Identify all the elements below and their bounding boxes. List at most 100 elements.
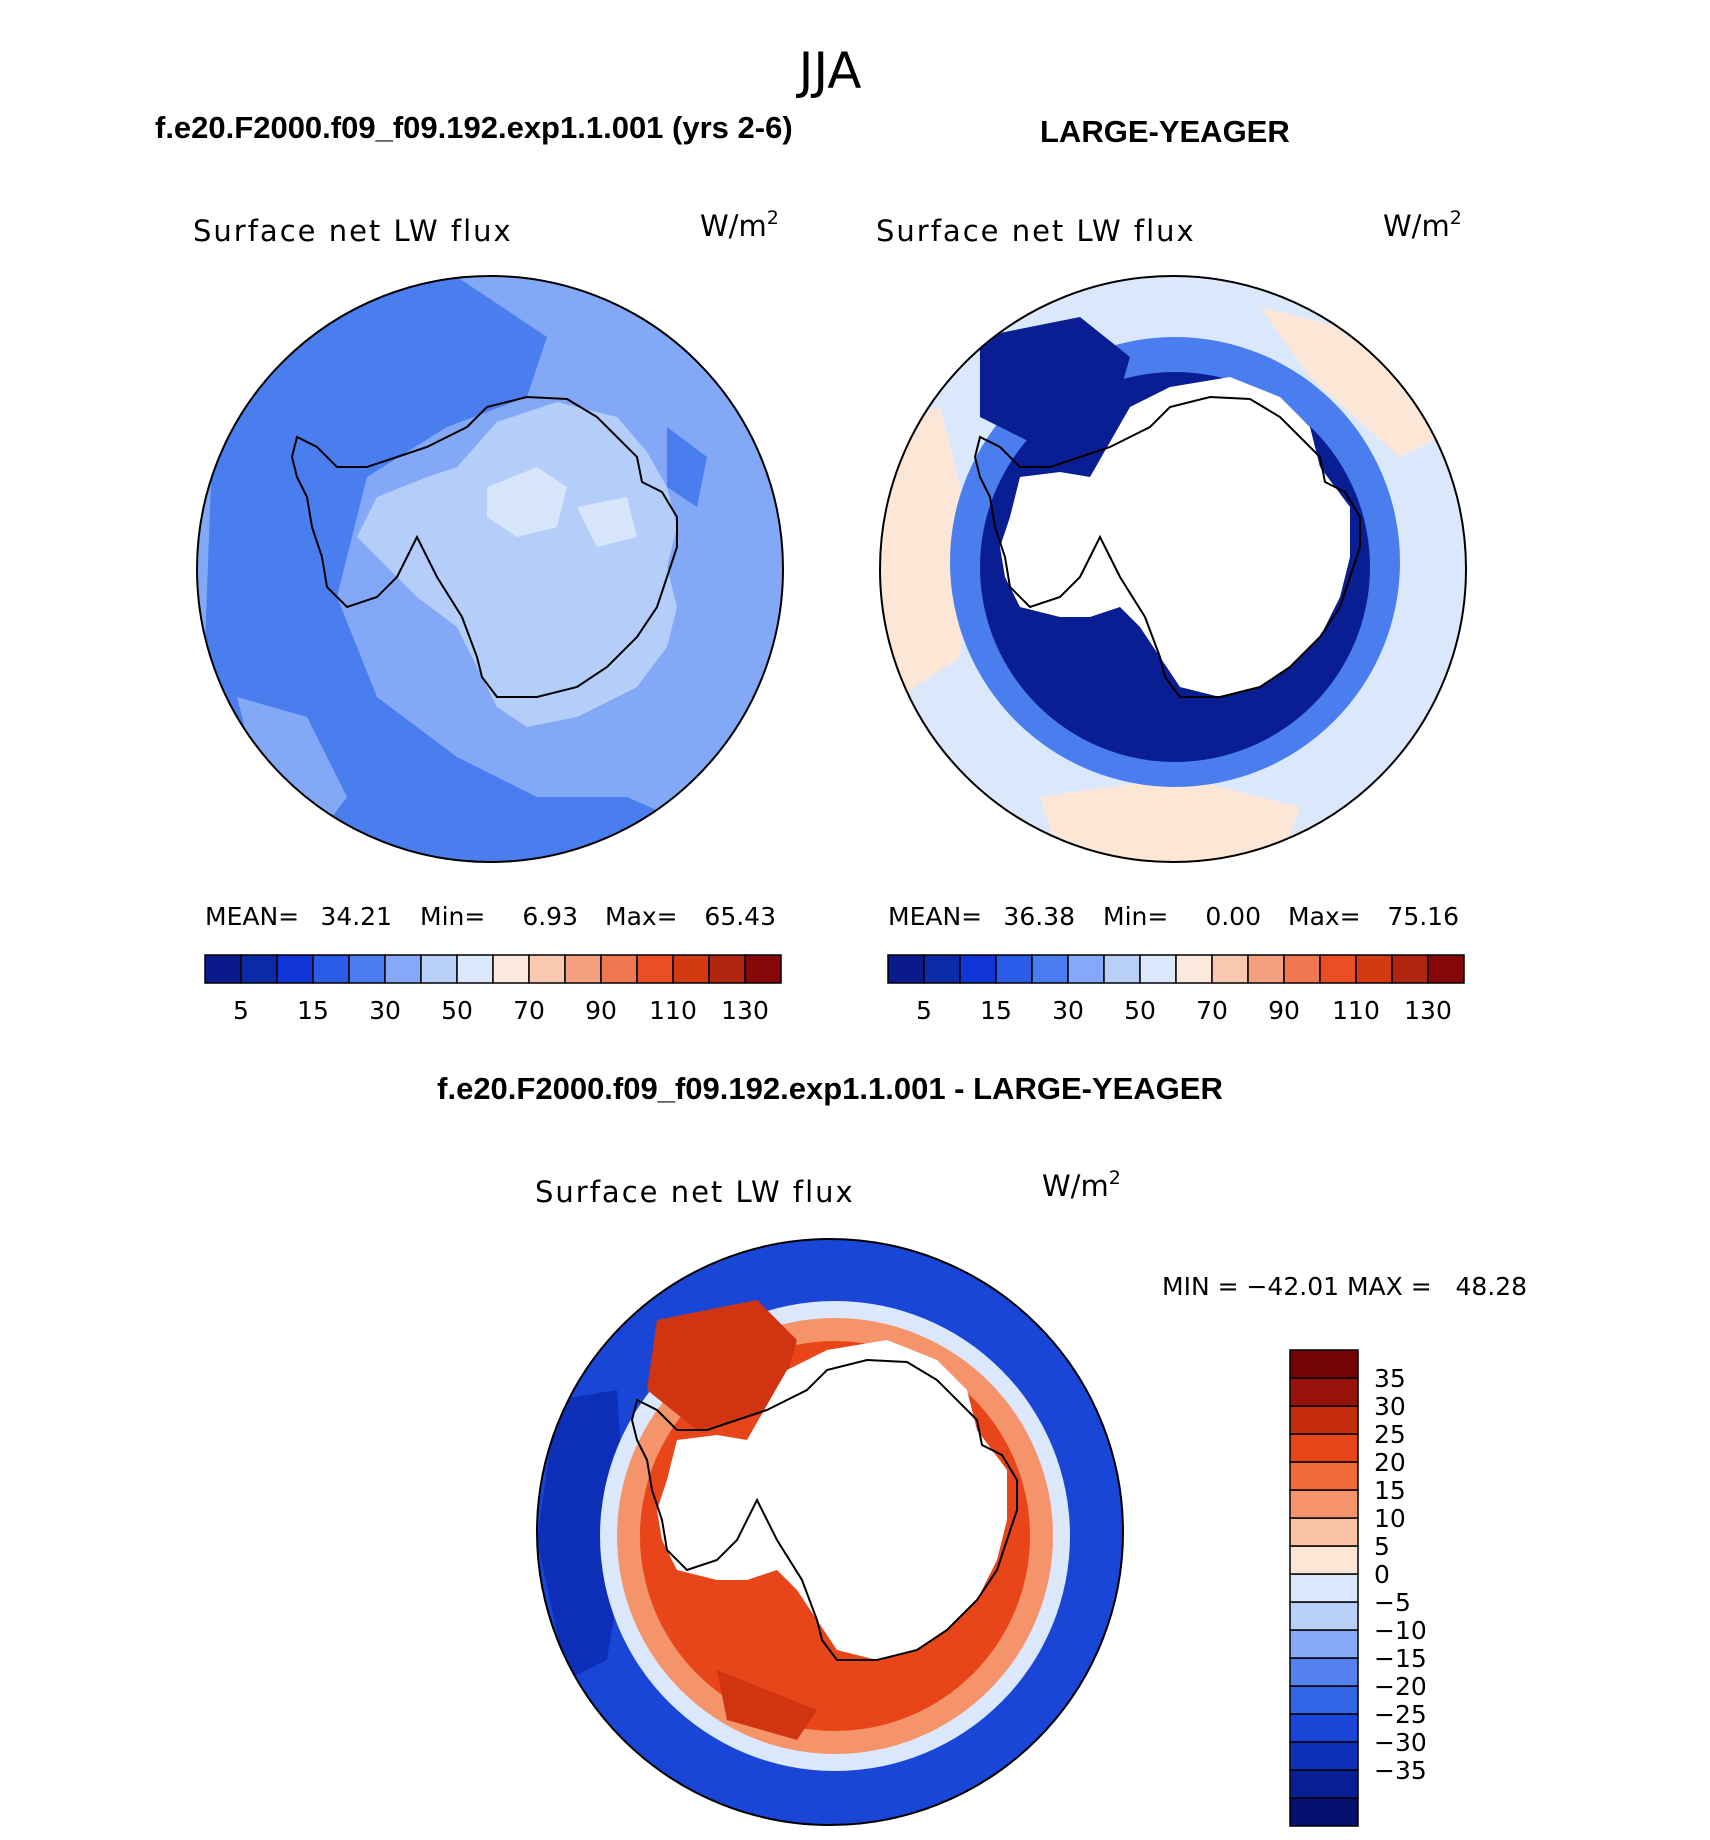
model-colorbar-color-box <box>600 954 638 984</box>
obs-colorbar-color-box <box>959 954 997 984</box>
diff-colorbar-color-box <box>1289 1349 1359 1379</box>
obs-stats: MEAN= 36.38 Min= 0.00 Max= 75.16 <box>888 902 1459 931</box>
diff-case-title: f.e20.F2000.f09_f09.192.exp1.1.001 - LAR… <box>437 1071 1223 1106</box>
season-title: JJA <box>796 42 862 100</box>
model-colorbar-color-box <box>528 954 566 984</box>
obs-mean-value: 36.38 <box>1003 902 1075 931</box>
obs-colorbar: 5 15 30 50 70 90 110 130 <box>887 954 1465 1025</box>
model-map <box>196 275 784 863</box>
diff-colorbar-tick-label: 15 <box>1374 1476 1406 1505</box>
obs-dark-patch <box>980 317 1130 447</box>
obs-colorbar-color-box <box>1139 954 1177 984</box>
model-colorbar-tick-label: 70 <box>513 996 545 1025</box>
diff-colorbar-color-box <box>1289 1377 1359 1407</box>
model-colorbar-color-box <box>636 954 674 984</box>
obs-colorbar-color-box <box>1247 954 1285 984</box>
obs-warm-patch <box>880 407 970 697</box>
model-colorbar-tick-label: 5 <box>233 996 249 1025</box>
model-case-title: f.e20.F2000.f09_f09.192.exp1.1.001 (yrs … <box>155 110 793 145</box>
map-border <box>879 275 1467 863</box>
diff-units-label: W/m2 <box>1042 1167 1121 1203</box>
model-colorbar-color-box <box>672 954 710 984</box>
obs-colorbar-color-box <box>1103 954 1141 984</box>
obs-colorbar-color-box <box>995 954 1033 984</box>
diff-ice-mask <box>657 1340 1007 1660</box>
model-colorbar-tick-label: 15 <box>297 996 329 1025</box>
model-mean-value: 34.21 <box>320 902 392 931</box>
model-colorbar-color-box <box>240 954 278 984</box>
obs-colorbar-tick-label: 90 <box>1268 996 1300 1025</box>
model-ring-patch <box>667 427 707 507</box>
diff-colorbar-color-box <box>1289 1769 1359 1799</box>
model-ocean-streak <box>237 697 347 837</box>
model-units-label: W/m2 <box>700 207 779 243</box>
obs-colorbar-color-box <box>1283 954 1321 984</box>
obs-max-value: 75.16 <box>1387 902 1459 931</box>
obs-case-title: LARGE-YEAGER <box>1040 114 1290 149</box>
obs-colorbar-color-box <box>1391 954 1429 984</box>
diff-colorbar-color-box <box>1289 1433 1359 1463</box>
diff-map <box>536 1238 1124 1826</box>
diff-colorbar-color-box <box>1289 1797 1359 1827</box>
model-colorbar-tick-label: 130 <box>721 996 769 1025</box>
map-border <box>536 1238 1124 1826</box>
antarctica-coastline <box>973 395 1361 698</box>
model-colorbar-color-box <box>204 954 242 984</box>
model-colorbar-color-box <box>708 954 746 984</box>
diff-colorbar-color-box <box>1289 1657 1359 1687</box>
diff-colorbar-tick-label: 20 <box>1374 1448 1406 1477</box>
obs-colorbar-tick-label: 70 <box>1196 996 1228 1025</box>
diff-colorbar-tick-label: −15 <box>1374 1644 1427 1673</box>
model-mean-label: MEAN= <box>205 902 299 931</box>
obs-colorbar-tick-label: 50 <box>1124 996 1156 1025</box>
diff-colorbar-tick-label: 5 <box>1374 1532 1390 1561</box>
diff-colorbar-tick-label: 10 <box>1374 1504 1406 1533</box>
diff-colorbar-tick-label: −20 <box>1374 1672 1427 1701</box>
obs-colorbar-color-box <box>1319 954 1357 984</box>
obs-units-label: W/m2 <box>1383 207 1462 243</box>
obs-colorbar-tick-label: 5 <box>916 996 932 1025</box>
obs-colorbar-color-box <box>1427 954 1465 984</box>
model-min-label: Min= <box>420 902 485 931</box>
model-ring-field <box>197 277 783 862</box>
diff-variable-label: Surface net LW flux <box>535 1175 855 1209</box>
model-colorbar-tick-label: 50 <box>441 996 473 1025</box>
obs-colorbar-tick-label: 15 <box>980 996 1012 1025</box>
model-colorbar-color-box <box>276 954 314 984</box>
model-land-field <box>357 402 677 727</box>
diff-colorbar-tick-label: −25 <box>1374 1700 1427 1729</box>
obs-colorbar-color-box <box>1211 954 1249 984</box>
obs-max-label: Max= <box>1288 902 1361 931</box>
diff-hotter-patch <box>717 1670 817 1740</box>
model-colorbar: 5 15 30 50 70 90 110 130 <box>204 954 782 1025</box>
model-max-value: 65.43 <box>704 902 776 931</box>
model-variable-label: Surface net LW flux <box>193 214 513 248</box>
diff-colorbar-color-box <box>1289 1573 1359 1603</box>
obs-ice-mask <box>1000 377 1350 697</box>
diff-hotter-patch <box>647 1300 797 1430</box>
diff-colorbar-color-box <box>1289 1461 1359 1491</box>
model-colorbar-tick-label: 30 <box>369 996 401 1025</box>
diff-colorbar-tick-label: 0 <box>1374 1560 1390 1589</box>
diff-colorbar-color-box <box>1289 1545 1359 1575</box>
model-colorbar-color-box <box>744 954 782 984</box>
diff-colorbar-tick-label: −35 <box>1374 1756 1427 1785</box>
diff-colorbar-color-box <box>1289 1713 1359 1743</box>
model-colorbar-color-box <box>564 954 602 984</box>
diff-colorbar-color-box <box>1289 1741 1359 1771</box>
model-colorbar-tick-label: 90 <box>585 996 617 1025</box>
model-colorbar-color-box <box>456 954 494 984</box>
obs-colorbar-color-box <box>1067 954 1105 984</box>
obs-warm-patch <box>1260 307 1440 457</box>
model-max-label: Max= <box>605 902 678 931</box>
obs-map <box>879 275 1467 863</box>
diff-range-text: MIN = −42.01 MAX = 48.28 <box>1162 1272 1527 1301</box>
model-land-highlight <box>577 497 637 547</box>
model-colorbar-color-box <box>420 954 458 984</box>
model-colorbar-color-box <box>312 954 350 984</box>
model-colorbar-color-box <box>384 954 422 984</box>
diff-colorbar-tick-label: 35 <box>1374 1364 1406 1393</box>
obs-colorbar-color-box <box>923 954 961 984</box>
